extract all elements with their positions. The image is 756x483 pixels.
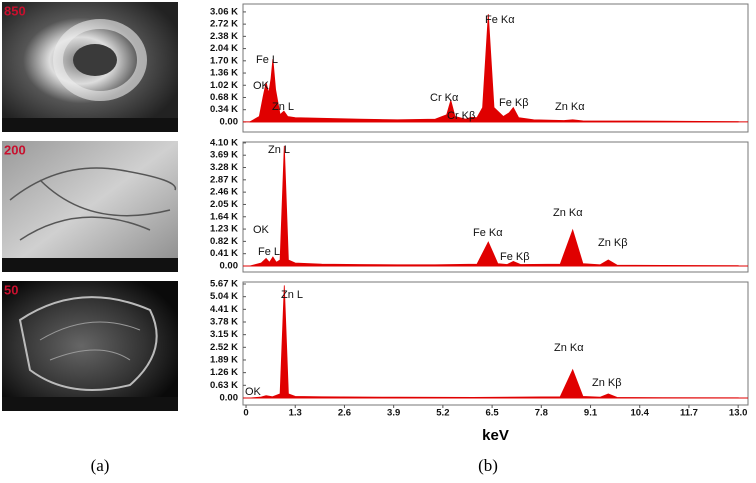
- y-tick-label: 3.06 K: [210, 6, 238, 17]
- caption: (a): [91, 456, 110, 475]
- y-tick-label: 1.36 K: [210, 68, 238, 79]
- y-tick-label: 0.34 K: [210, 104, 238, 115]
- y-tick-label: 0.68 K: [210, 92, 238, 103]
- image-label: 850: [4, 3, 26, 18]
- y-tick-label: 1.64 K: [210, 211, 238, 222]
- x-tick-label: 2.6: [338, 408, 351, 419]
- peak-label: OK: [245, 386, 262, 398]
- peak-label: Fe Kβ: [499, 97, 529, 109]
- peak-label: Zn Kα: [555, 101, 585, 113]
- x-tick-label: 13.0: [729, 408, 748, 419]
- peak-label: Cr Kβ: [447, 110, 475, 122]
- y-tick-label: 2.46 K: [210, 187, 238, 198]
- y-tick-label: 4.10 K: [210, 137, 238, 148]
- peak-label: Fe L: [258, 246, 280, 258]
- y-tick-label: 2.05 K: [210, 199, 238, 210]
- spectrum: [249, 14, 739, 123]
- x-tick-label: 7.8: [535, 408, 548, 419]
- image-label: 200: [4, 142, 26, 157]
- peak-label: Zn Kα: [554, 342, 584, 354]
- y-tick-label: 4.41 K: [210, 304, 238, 315]
- peak-label: Fe Kα: [485, 14, 515, 26]
- y-tick-label: 2.87 K: [210, 174, 238, 185]
- y-tick-label: 1.26 K: [210, 367, 238, 378]
- peak-label: Fe Kα: [473, 227, 503, 239]
- y-tick-label: 0.82 K: [210, 236, 238, 247]
- y-tick-label: 1.89 K: [210, 354, 238, 365]
- x-tick-label: 0: [243, 408, 248, 419]
- peak-label: Zn Kβ: [598, 237, 628, 249]
- y-tick-label: 2.38 K: [210, 31, 238, 42]
- x-tick-label: 3.9: [387, 408, 400, 419]
- y-tick-label: 3.28 K: [210, 162, 238, 173]
- y-tick-label: 0.00: [220, 116, 239, 127]
- y-tick-label: 3.15 K: [210, 329, 238, 340]
- y-tick-label: 5.67 K: [210, 279, 238, 290]
- x-tick-label: 5.2: [436, 408, 449, 419]
- caption: (b): [478, 456, 498, 475]
- y-tick-label: 0.00: [220, 392, 239, 403]
- y-tick-label: 2.04 K: [210, 43, 238, 54]
- y-tick-label: 2.52 K: [210, 342, 238, 353]
- y-tick-label: 1.23 K: [210, 224, 238, 235]
- x-tick-label: 11.7: [680, 408, 698, 419]
- peak-label: Cr Kα: [430, 92, 459, 104]
- peak-label: Zn L: [268, 144, 290, 156]
- y-tick-label: 2.72 K: [210, 19, 238, 30]
- image-label: 50: [4, 282, 18, 297]
- x-tick-label: 6.5: [485, 408, 499, 419]
- y-tick-label: 0.63 K: [210, 380, 238, 391]
- peak-label: OK: [253, 80, 270, 92]
- y-tick-label: 0.41 K: [210, 248, 238, 259]
- peak-label: Fe Kβ: [500, 251, 530, 263]
- y-tick-label: 5.04 K: [210, 291, 238, 302]
- peak-label: Fe L: [256, 54, 278, 66]
- peak-label: Zn L: [272, 101, 294, 113]
- y-tick-label: 3.78 K: [210, 317, 238, 328]
- x-axis-label: keV: [482, 427, 509, 444]
- y-tick-label: 1.70 K: [210, 55, 238, 66]
- x-tick-label: 9.1: [584, 408, 598, 419]
- y-tick-label: 3.69 K: [210, 150, 238, 161]
- plot-frame: [242, 141, 749, 273]
- sem-image: [2, 2, 178, 411]
- x-tick-label: 10.4: [630, 408, 649, 419]
- x-tick-label: 1.3: [289, 408, 302, 419]
- peak-label: Zn Kβ: [592, 377, 622, 389]
- spectrum: [249, 145, 739, 267]
- plot-frame: [242, 281, 749, 406]
- y-tick-label: 0.00: [220, 261, 239, 272]
- peak-label: Zn Kα: [553, 207, 583, 219]
- peak-label: Zn L: [281, 289, 303, 301]
- y-tick-label: 1.02 K: [210, 80, 238, 91]
- peak-label: OK: [253, 224, 270, 236]
